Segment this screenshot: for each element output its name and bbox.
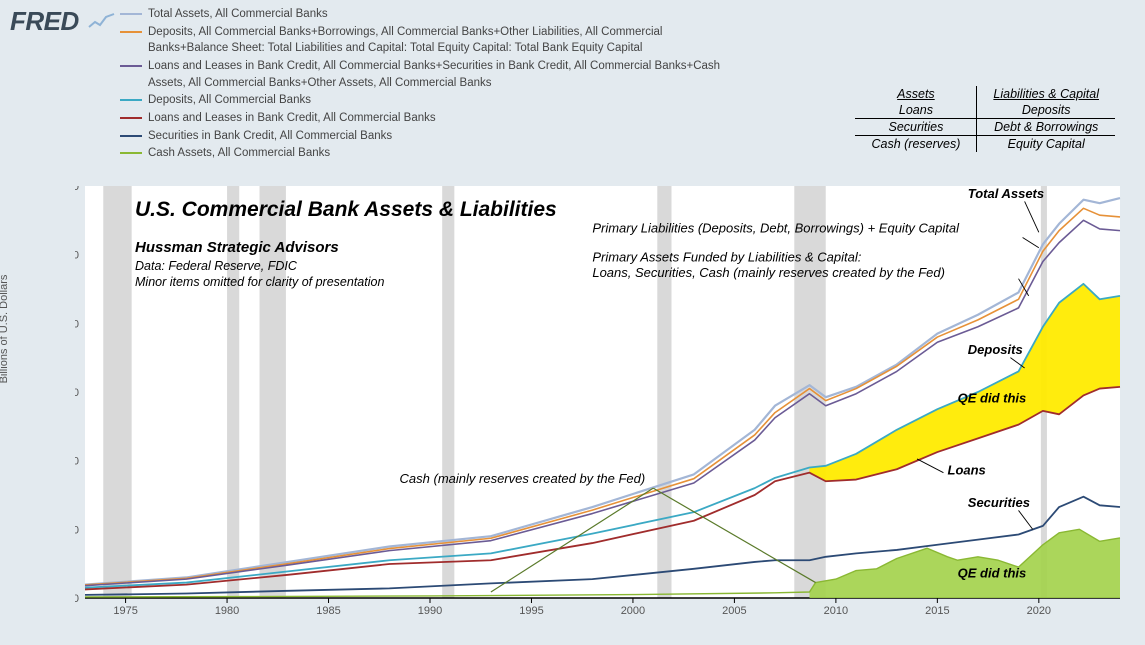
svg-text:Data: Federal Reserve, FDIC: Data: Federal Reserve, FDIC [135,259,298,273]
legend-item: Loans and Leases in Bank Credit, All Com… [120,58,728,91]
fred-logo: FRED [10,6,116,37]
legend-swatch [120,13,142,15]
legend-item: Total Assets, All Commercial Banks [120,6,728,23]
svg-text:20,000: 20,000 [75,250,79,262]
fred-chart-container: FRED Total Assets, All Commercial BanksD… [0,0,1145,645]
legend-label: Loans and Leases in Bank Credit, All Com… [148,58,728,91]
svg-text:2010: 2010 [824,605,848,617]
svg-text:Minor items omitted for clarit: Minor items omitted for clarity of prese… [135,275,384,289]
legend-swatch [120,65,142,67]
svg-text:8,000: 8,000 [75,456,79,468]
svg-text:24,000: 24,000 [75,186,79,193]
svg-text:2020: 2020 [1027,605,1051,617]
legend: Total Assets, All Commercial BanksDeposi… [120,6,728,163]
chart-area: 0 4,000 8,000 12,000 16,000 20,000 24,000 1975 1… [75,186,1130,620]
svg-text:Loans: Loans [948,462,986,477]
svg-text:2005: 2005 [722,605,746,617]
svg-text:QE did this: QE did this [958,390,1027,405]
svg-text:Primary Liabilities (Deposits,: Primary Liabilities (Deposits, Debt, Bor… [592,220,960,235]
legend-swatch [120,117,142,119]
legend-swatch [120,31,142,33]
svg-text:16,000: 16,000 [75,318,79,330]
svg-text:2000: 2000 [621,605,645,617]
svg-text:Cash (mainly reserves created: Cash (mainly reserves created by the Fed… [400,471,646,486]
svg-text:4,000: 4,000 [75,524,79,536]
svg-text:12,000: 12,000 [75,387,79,399]
svg-text:Total Assets: Total Assets [968,186,1044,201]
balance-sheet-table: AssetsLiabilities & Capital LoansDeposit… [855,86,1115,152]
svg-text:Hussman Strategic Advisors: Hussman Strategic Advisors [135,239,339,256]
svg-text:1990: 1990 [418,605,442,617]
legend-label: Deposits, All Commercial Banks [148,92,311,109]
svg-text:2015: 2015 [925,605,949,617]
legend-item: Cash Assets, All Commercial Banks [120,145,728,162]
legend-label: Loans and Leases in Bank Credit, All Com… [148,110,436,127]
svg-text:0: 0 [75,593,79,605]
legend-label: Deposits, All Commercial Banks+Borrowing… [148,24,728,57]
svg-text:1975: 1975 [113,605,137,617]
fred-logo-icon [88,6,116,24]
svg-text:Primary Assets Funded by Liabi: Primary Assets Funded by Liabilities & C… [592,250,861,265]
legend-swatch [120,99,142,101]
legend-item: Securities in Bank Credit, All Commercia… [120,128,728,145]
legend-swatch [120,135,142,137]
svg-text:1995: 1995 [519,605,543,617]
svg-text:U.S. Commercial Bank Assets &: U.S. Commercial Bank Assets & Liabilitie… [135,198,557,221]
legend-label: Total Assets, All Commercial Banks [148,6,328,23]
legend-item: Loans and Leases in Bank Credit, All Com… [120,110,728,127]
legend-swatch [120,152,142,154]
legend-item: Deposits, All Commercial Banks+Borrowing… [120,24,728,57]
legend-label: Securities in Bank Credit, All Commercia… [148,128,392,145]
svg-text:Securities: Securities [968,495,1030,510]
y-axis-label: Billions of U.S. Dollars [0,274,10,383]
svg-text:1980: 1980 [215,605,239,617]
svg-text:Loans, Securities, Cash (mainl: Loans, Securities, Cash (mainly reserves… [592,265,945,280]
legend-item: Deposits, All Commercial Banks [120,92,728,109]
svg-text:Deposits: Deposits [968,342,1023,357]
svg-text:1985: 1985 [316,605,340,617]
chart-svg: 0 4,000 8,000 12,000 16,000 20,000 24,000 1975 1… [75,186,1130,620]
svg-text:QE did this: QE did this [958,565,1027,580]
legend-label: Cash Assets, All Commercial Banks [148,145,330,162]
